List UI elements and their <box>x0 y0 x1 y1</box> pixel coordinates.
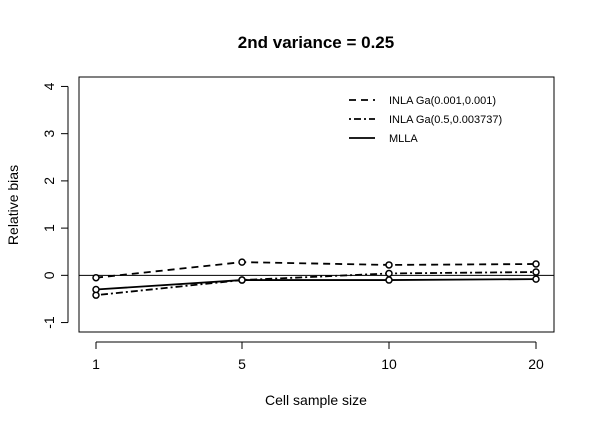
series-line-solid <box>95 278 537 291</box>
series-point-dot-dash <box>532 268 540 276</box>
y-tick-label: 1 <box>41 224 57 232</box>
legend: INLA Ga(0.001,0.001) INLA Ga(0.5,0.003737… <box>349 95 502 145</box>
chart-title: 2nd variance = 0.25 <box>238 33 394 52</box>
series-point-solid <box>238 276 246 284</box>
x-tick-label: 20 <box>528 356 544 372</box>
plot-area-frame <box>78 76 555 333</box>
series-point-solid <box>385 276 393 284</box>
y-tick-label: 2 <box>41 177 57 185</box>
x-axis: 1 5 10 20 <box>92 341 544 372</box>
series-line-dashed <box>95 261 537 279</box>
series-point-dashed <box>92 273 100 282</box>
series-point-dashed <box>385 261 393 269</box>
x-axis-label: Cell sample size <box>265 392 367 408</box>
legend-label: INLA Ga(0.5,0.003737) <box>389 114 502 126</box>
y-tick-label: -1 <box>41 316 57 329</box>
series-point-dashed <box>238 258 246 266</box>
x-tick-label: 1 <box>92 356 100 372</box>
y-tick-label: 0 <box>41 271 57 279</box>
legend-label: INLA Ga(0.001,0.001) <box>389 95 496 107</box>
x-tick-label: 10 <box>381 356 397 372</box>
legend-label: MLLA <box>389 133 418 145</box>
series-line-dot-dash <box>95 271 537 297</box>
y-tick-label: 3 <box>41 130 57 138</box>
series-layer <box>92 258 540 299</box>
x-tick-label: 5 <box>238 356 246 372</box>
series-point-solid <box>92 285 100 294</box>
y-axis-label: Relative bias <box>5 165 21 245</box>
y-axis: -1 0 1 2 3 4 <box>41 82 69 329</box>
y-tick-label: 4 <box>41 82 57 90</box>
series-point-dot-dash <box>385 269 393 278</box>
series-point-dashed <box>532 260 540 268</box>
series-point-solid <box>532 275 540 283</box>
